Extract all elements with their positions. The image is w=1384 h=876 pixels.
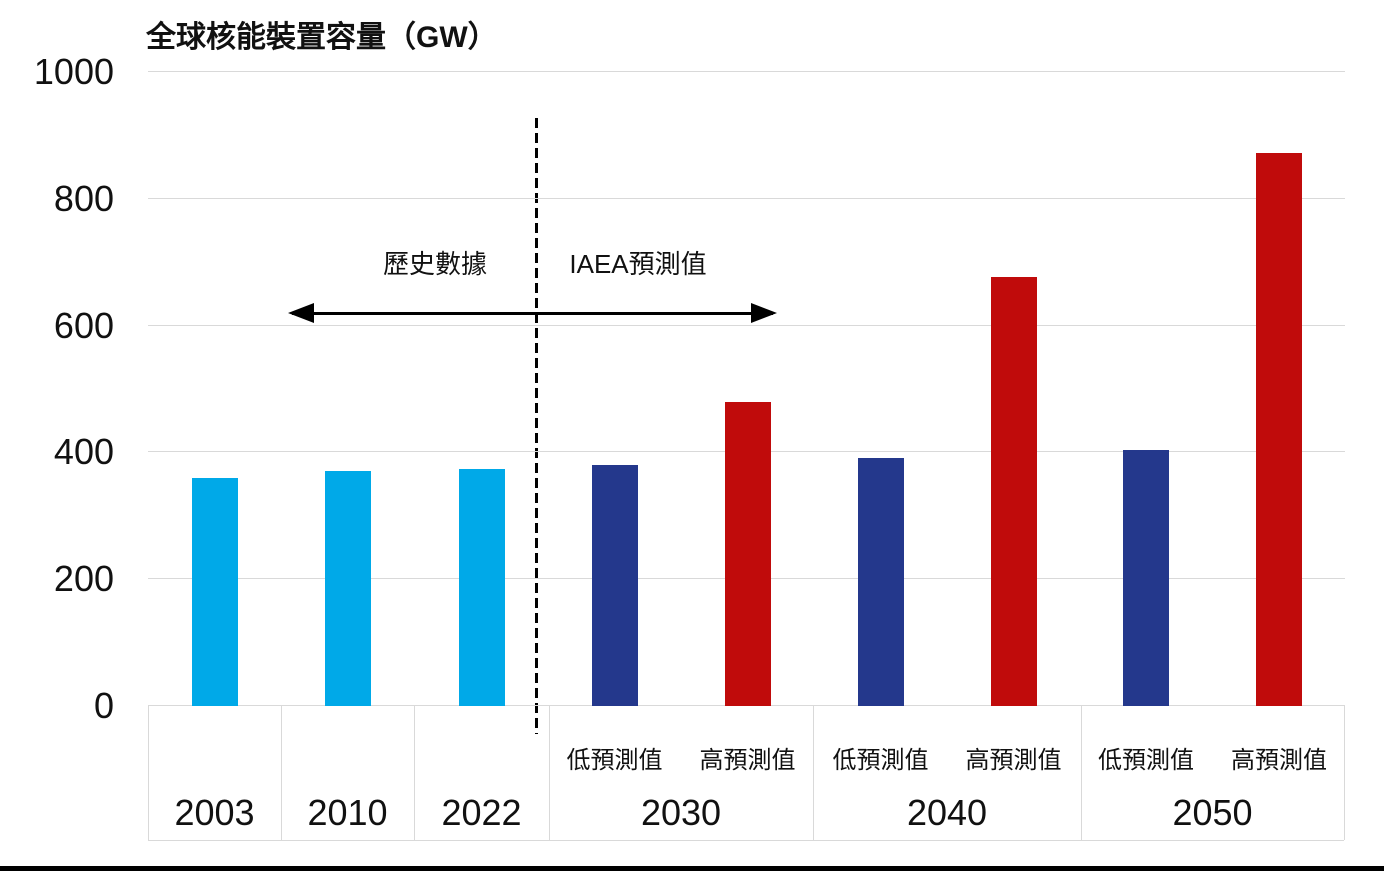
historical-forecast-divider-dashed-line [535,118,538,734]
x-axis-cell-border [281,706,282,840]
double-arrow-line [292,312,773,315]
bar-2010 [324,470,371,706]
y-axis-tick-label-600: 600 [53,304,114,346]
bottom-border-rule [0,866,1384,871]
bar-2003 [191,477,238,706]
sub-label-2050-high: 高預測值 [1231,747,1327,774]
y-axis-tick-label-0: 0 [93,685,114,726]
bar-2030-low [591,465,638,706]
grid-line-800 [148,197,1345,199]
historical-data-annotation: 歷史數據 [382,249,487,279]
y-axis-tick-label-200: 200 [53,558,114,600]
x-axis-cell-border [813,706,814,840]
grid-line-600 [148,324,1345,326]
sub-label-2030-low: 低預測值 [566,747,663,774]
y-axis-tick-label-400: 400 [53,431,114,473]
bar-2050-low [1123,449,1169,706]
arrow-left-head-icon [288,303,314,323]
grid-line-1000 [148,71,1345,72]
x-axis-year-label-2040: 2040 [906,792,988,833]
sub-label-2040-high: 高預測值 [965,747,1062,774]
x-axis-cell-border [414,706,415,840]
bar-2030-high [724,402,771,706]
sub-label-2050-low: 低預測值 [1098,747,1194,774]
x-axis-year-label-2022: 2022 [441,792,522,833]
arrow-right-head-icon [751,303,777,323]
x-axis-year-label-2003: 2003 [174,792,255,833]
x-axis-year-label-2010: 2010 [307,792,388,833]
bar-2050-high [1256,152,1302,706]
x-axis-cell-border [1344,706,1345,840]
iaea-forecast-annotation: IAEA預測值 [569,249,707,279]
sub-label-2040-low: 低預測值 [832,747,929,774]
x-axis-table-bottom-border [148,840,1344,841]
x-axis-cell-border [1081,706,1082,840]
chart-title: 全球核能裝置容量（GW） [146,21,498,54]
sub-label-2030-high: 高預測值 [699,747,796,774]
y-axis-tick-label-1000: 1000 [33,51,114,92]
x-axis-cell-border [148,706,149,840]
bar-2040-high [990,276,1037,706]
x-axis-year-label-2030: 2030 [640,792,722,833]
bar-2040-low [857,458,904,706]
x-axis-year-label-2050: 2050 [1172,792,1253,833]
bar-2022 [458,468,505,706]
y-axis-tick-label-800: 800 [53,177,114,219]
x-axis-cell-border [549,706,550,840]
